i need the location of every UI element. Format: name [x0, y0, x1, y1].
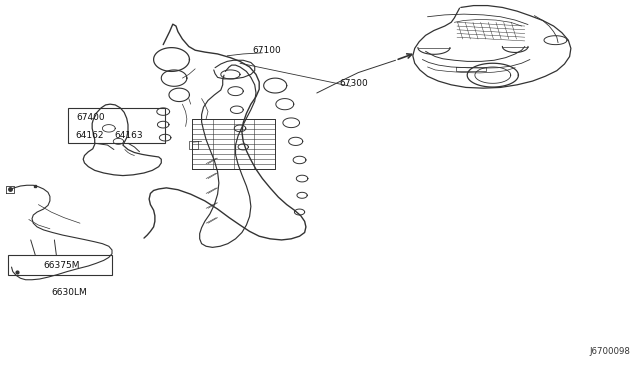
Text: 67100: 67100: [253, 46, 282, 55]
Text: 67400: 67400: [77, 113, 106, 122]
Bar: [68, 108, 165, 143]
Text: J6700098: J6700098: [589, 347, 630, 356]
Text: 6630LM: 6630LM: [51, 288, 87, 296]
Text: 67300: 67300: [339, 79, 368, 88]
Text: 66375M: 66375M: [44, 262, 80, 270]
Text: 64162: 64162: [76, 131, 104, 140]
Bar: [8, 255, 112, 275]
Text: 64163: 64163: [114, 131, 143, 140]
